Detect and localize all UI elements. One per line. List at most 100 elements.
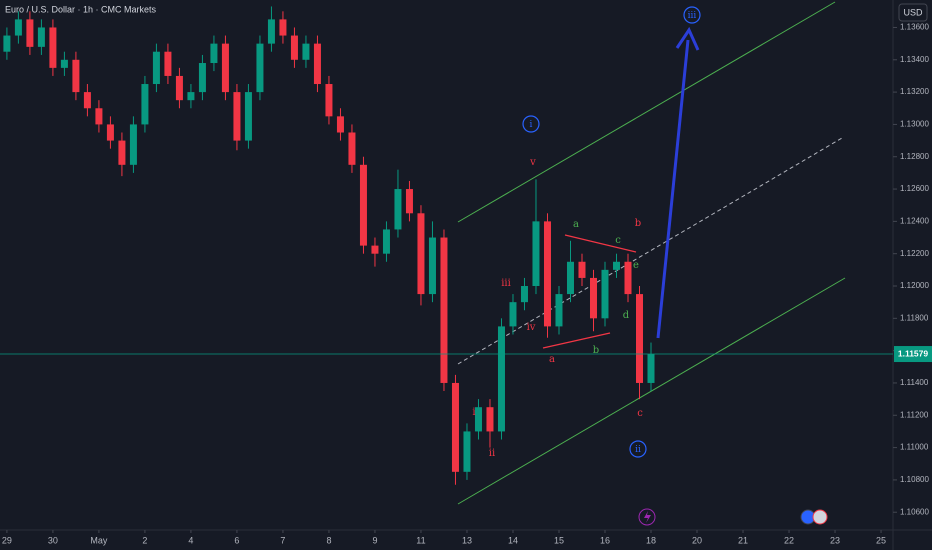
x-tick-label: 20 — [692, 535, 702, 545]
currency-label[interactable]: USD — [903, 7, 923, 17]
triangle-upper — [564, 234, 637, 253]
candle-body — [417, 213, 425, 295]
currency-button[interactable] — [898, 3, 928, 22]
y-tick-label: 1.13600 — [900, 23, 929, 32]
candle-body — [428, 237, 436, 295]
candle-body — [566, 261, 574, 295]
candle-body — [543, 221, 551, 327]
candle-body — [141, 84, 149, 125]
candle-body — [405, 189, 413, 214]
candle-body — [612, 261, 620, 270]
wave-label: v — [529, 157, 536, 168]
candle-body — [187, 92, 195, 101]
candle-body — [118, 140, 126, 165]
candle-body — [302, 43, 310, 60]
y-tick-label: 1.13000 — [900, 120, 929, 129]
candle-body — [37, 27, 45, 47]
x-tick-label: 11 — [416, 535, 425, 545]
channel-middle — [457, 137, 843, 365]
candle-body — [256, 43, 264, 93]
candle-body — [647, 354, 655, 383]
candle-body — [83, 92, 91, 109]
x-tick-label: 29 — [2, 535, 12, 545]
wave-circle — [629, 440, 647, 458]
candle-body — [95, 108, 103, 125]
channel-upper — [457, 1, 836, 223]
arrow-head — [675, 26, 700, 51]
candle-body — [463, 431, 471, 472]
candle-body — [290, 35, 298, 60]
y-tick-label: 1.12400 — [900, 216, 929, 225]
candle-body — [14, 19, 22, 36]
x-tick-label: 18 — [646, 535, 656, 545]
x-tick-label: 6 — [234, 535, 239, 545]
candle-body — [325, 84, 333, 117]
y-tick-label: 1.12600 — [900, 184, 929, 193]
candle-body — [72, 59, 80, 93]
x-tick-label: 9 — [372, 535, 377, 545]
triangle-lower — [542, 332, 611, 349]
y-tick-label: 1.12000 — [900, 281, 929, 290]
candle-body — [394, 189, 402, 230]
last-price-box — [894, 346, 932, 363]
chart-title: Euro / U.S. Dollar · 1h · CMC Markets — [5, 4, 157, 14]
candle-body — [451, 382, 459, 472]
wave-label: i — [472, 407, 475, 418]
candle-body — [336, 116, 344, 133]
wave-circle — [522, 115, 540, 133]
candle-body — [244, 92, 252, 141]
x-tick-label: 25 — [876, 535, 886, 545]
candle-body — [486, 407, 494, 432]
last-price-label: 1.11579 — [898, 348, 929, 358]
candle-body — [578, 261, 586, 278]
candle-body — [624, 261, 632, 295]
wave-label: a — [549, 354, 555, 365]
candle-body — [106, 124, 114, 141]
candle-body — [233, 92, 241, 141]
x-tick-label: 13 — [462, 535, 472, 545]
event-icon[interactable] — [812, 509, 828, 525]
candle-body — [371, 245, 379, 254]
wave-label: iii — [501, 278, 511, 289]
x-tick-label: 21 — [738, 535, 748, 545]
wave-label: ii — [489, 448, 495, 459]
candle-body — [279, 19, 287, 36]
candle-body — [221, 43, 229, 93]
lightning-icon — [644, 511, 651, 523]
candle-body — [198, 63, 206, 93]
candle-body — [348, 132, 356, 165]
x-tick-label: 15 — [554, 535, 564, 545]
y-tick-label: 1.11800 — [900, 313, 929, 322]
candle-body — [359, 164, 367, 246]
candle-body — [555, 294, 563, 327]
y-tick-label: 1.12200 — [900, 249, 929, 258]
wave-label: iv — [527, 322, 536, 333]
x-tick-label: 2 — [142, 535, 147, 545]
wave-label: b — [593, 345, 599, 356]
candle-body — [497, 326, 505, 432]
x-tick-label: 14 — [508, 535, 518, 545]
y-tick-label: 1.12800 — [900, 152, 929, 161]
wave-label: e — [633, 260, 639, 271]
candle-body — [152, 51, 160, 85]
candle-body — [589, 277, 597, 319]
y-tick-label: 1.11000 — [900, 443, 929, 452]
candle-body — [26, 19, 34, 47]
wave-label: ii — [635, 445, 641, 455]
y-tick-label: 1.11400 — [900, 378, 929, 387]
y-tick-label: 1.11200 — [900, 410, 929, 419]
wave-label: b — [635, 218, 641, 229]
wave-circle — [683, 6, 701, 24]
x-tick-label: 22 — [784, 535, 794, 545]
wave-label: c — [637, 408, 643, 419]
candle-body — [164, 51, 172, 76]
x-tick-label: 7 — [280, 535, 285, 545]
wave-label: i — [530, 120, 533, 130]
y-tick-label: 1.13400 — [900, 55, 929, 64]
y-tick-label: 1.10600 — [900, 507, 929, 516]
x-tick-label: 8 — [326, 535, 331, 545]
candle-body — [382, 229, 390, 254]
x-tick-label: 4 — [188, 535, 193, 545]
